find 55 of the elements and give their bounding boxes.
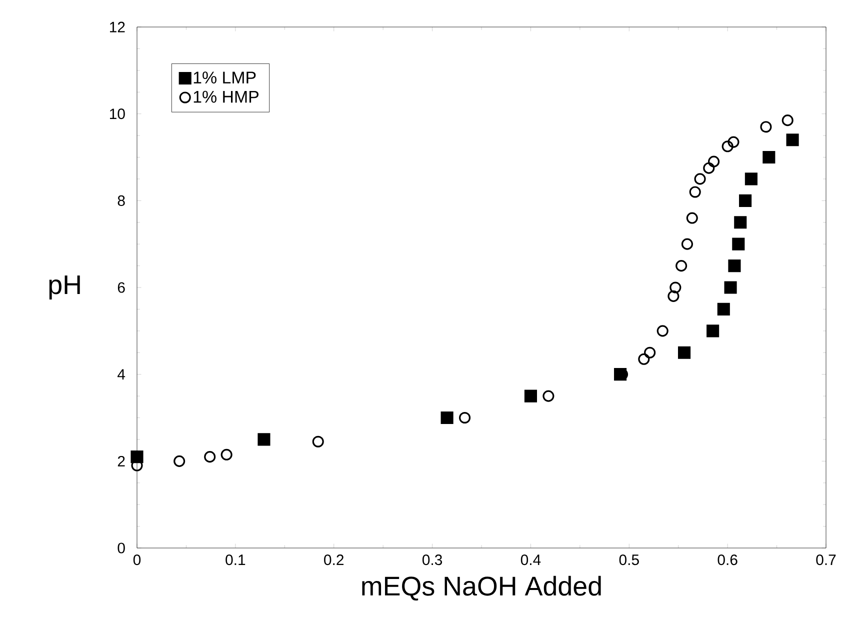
point	[220, 448, 232, 460]
point	[694, 173, 706, 185]
legend-label: 1% HMP	[194, 90, 258, 103]
point	[728, 260, 741, 272]
point	[638, 353, 650, 365]
point	[703, 162, 715, 174]
point	[722, 140, 734, 152]
x-tick-label: 0.4	[520, 554, 541, 566]
point	[760, 121, 772, 133]
y-tick-label: 2	[118, 456, 125, 466]
point	[644, 346, 656, 358]
point	[686, 212, 698, 224]
point	[717, 302, 730, 316]
x-tick-label: 0.5	[619, 554, 639, 566]
y-tick-label: 0	[118, 542, 125, 554]
point	[174, 455, 186, 467]
x-tick-label: 0.7	[816, 554, 836, 566]
point	[258, 433, 270, 446]
point	[656, 325, 668, 337]
x-axis-title: mEQs NaOH Added	[362, 576, 601, 601]
point	[678, 346, 691, 359]
point	[762, 150, 776, 164]
point	[706, 324, 720, 338]
point	[312, 436, 324, 448]
point	[524, 390, 537, 402]
x-tick-label: 0.2	[324, 554, 344, 566]
point	[440, 411, 454, 424]
y-axis-title: pH	[49, 275, 80, 300]
y-tick-label: 8	[118, 195, 125, 206]
point	[681, 238, 694, 250]
y-tick-label: 4	[118, 369, 126, 380]
point	[732, 238, 745, 250]
point	[724, 281, 737, 294]
point	[744, 172, 758, 186]
point	[458, 412, 471, 424]
x-tick-label: 0.1	[226, 554, 246, 566]
point	[708, 156, 720, 168]
point	[786, 134, 799, 146]
point	[782, 114, 794, 126]
point	[668, 290, 680, 302]
y-tick-label: 12	[110, 22, 125, 32]
y-tick-label: 6	[118, 282, 125, 293]
point	[739, 194, 752, 207]
point	[734, 216, 747, 229]
point	[728, 136, 740, 148]
point	[676, 260, 688, 272]
point	[689, 186, 701, 198]
legend-label: 1% LMP	[194, 72, 256, 84]
point	[542, 390, 554, 402]
x-tick-label: 0.6	[718, 554, 738, 566]
point	[670, 282, 682, 294]
x-tick-label: 0.3	[422, 554, 442, 566]
point	[204, 451, 216, 463]
y-tick-label: 10	[110, 108, 125, 120]
x-tick-label: 0	[133, 554, 141, 566]
